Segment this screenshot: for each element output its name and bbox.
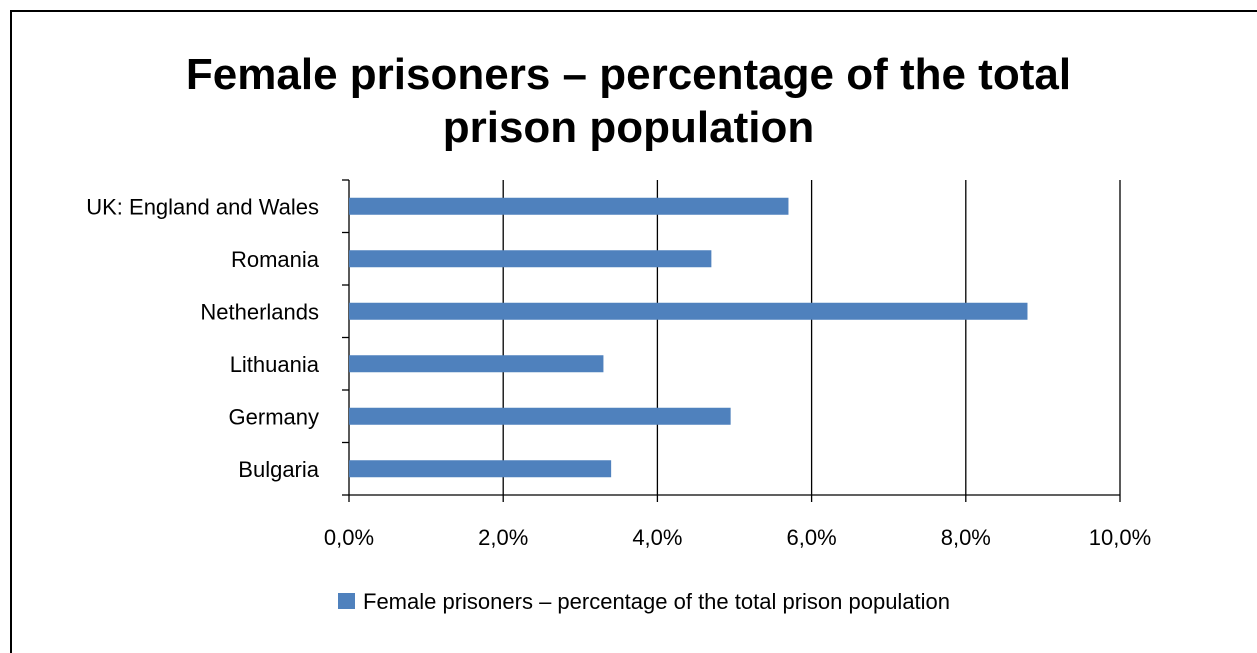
gridlines bbox=[502, 180, 1121, 495]
bars bbox=[349, 197, 1028, 478]
x-tick-label: 4,0% bbox=[632, 525, 682, 550]
category-label: Netherlands bbox=[200, 299, 319, 324]
bar bbox=[349, 197, 789, 215]
bar bbox=[349, 407, 731, 425]
bar bbox=[349, 250, 712, 268]
category-label: Germany bbox=[229, 404, 319, 429]
x-tick-label: 8,0% bbox=[941, 525, 991, 550]
chart-title-line-1: Female prisoners – percentage of the tot… bbox=[185, 50, 1072, 99]
x-tick-label: 0,0% bbox=[324, 525, 374, 550]
bar bbox=[349, 355, 604, 373]
x-tick-label: 10,0% bbox=[1089, 525, 1151, 550]
x-tick-label: 6,0% bbox=[787, 525, 837, 550]
x-tick-labels: 0,0% 2,0% 4,0% 6,0% 8,0% 10,0% bbox=[324, 525, 1151, 550]
legend-label: Female prisoners – percentage of the tot… bbox=[363, 589, 950, 614]
category-label: Lithuania bbox=[230, 352, 320, 377]
x-tick-label: 2,0% bbox=[478, 525, 528, 550]
category-label: Romania bbox=[231, 247, 320, 272]
category-label: Bulgaria bbox=[238, 457, 319, 482]
x-axis bbox=[348, 494, 1121, 502]
bar bbox=[349, 302, 1028, 320]
y-axis bbox=[342, 179, 350, 496]
bar bbox=[349, 460, 612, 478]
chart-title: Female prisoners – percentage of the tot… bbox=[0, 48, 1257, 154]
legend: Female prisoners – percentage of the tot… bbox=[338, 589, 950, 614]
legend-swatch bbox=[338, 593, 355, 609]
category-label: UK: England and Wales bbox=[86, 194, 319, 219]
category-labels: UK: England and Wales Romania Netherlands L… bbox=[86, 194, 320, 482]
chart-title-line-2: prison population bbox=[442, 103, 815, 152]
chart-frame bbox=[10, 10, 1257, 653]
